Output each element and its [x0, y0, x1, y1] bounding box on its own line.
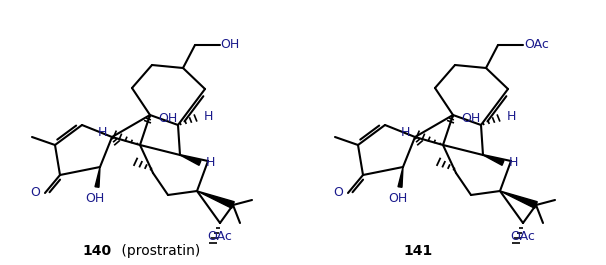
Text: H: H [203, 111, 213, 123]
Polygon shape [398, 167, 403, 187]
Text: OH: OH [388, 192, 408, 205]
Text: H: H [508, 157, 518, 170]
Text: OH: OH [221, 38, 239, 51]
Text: 140: 140 [82, 244, 112, 258]
Text: O: O [333, 187, 343, 200]
Text: O: O [30, 187, 40, 200]
Text: H: H [401, 126, 410, 139]
Polygon shape [197, 191, 235, 208]
Text: H: H [205, 157, 215, 170]
Text: OAc: OAc [208, 231, 233, 244]
Polygon shape [500, 191, 538, 208]
Text: H: H [506, 111, 516, 123]
Text: (prostratin): (prostratin) [117, 244, 200, 258]
Text: OH: OH [158, 113, 178, 126]
Polygon shape [95, 167, 100, 187]
Text: OH: OH [461, 113, 481, 126]
Text: 141: 141 [404, 244, 433, 258]
Polygon shape [180, 155, 201, 165]
Text: OH: OH [85, 192, 105, 205]
Text: OAc: OAc [525, 38, 550, 51]
Text: H: H [98, 126, 107, 139]
Text: OAc: OAc [511, 231, 536, 244]
Polygon shape [483, 155, 504, 165]
